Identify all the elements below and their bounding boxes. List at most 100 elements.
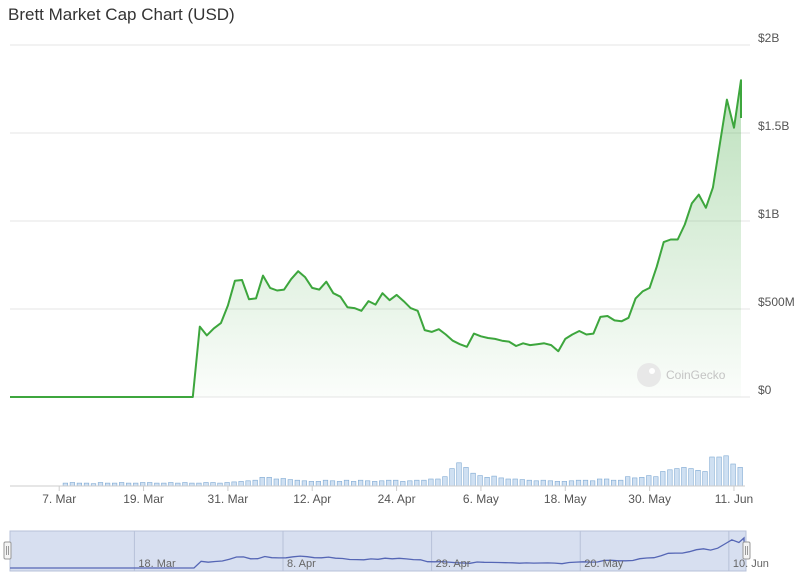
volume-bar <box>421 479 427 487</box>
navigator-selection[interactable] <box>9 530 747 572</box>
volume-bar <box>582 479 589 487</box>
volume-bar <box>322 479 329 487</box>
watermark-text: CoinGecko <box>666 368 726 382</box>
volume-bar <box>695 469 701 487</box>
volume-bar <box>667 469 673 487</box>
market-cap-line[interactable] <box>10 79 742 398</box>
chart-title: Brett Market Cap Chart (USD) <box>8 5 235 24</box>
volume-bar <box>294 479 300 487</box>
volume-bar <box>674 468 680 487</box>
volume-bar <box>350 481 357 487</box>
x-tick-label: 24. Apr <box>378 492 416 506</box>
volume-bar <box>364 480 371 487</box>
volume-bar <box>407 480 413 487</box>
volume-bar <box>280 478 286 487</box>
volume-bar <box>266 476 272 487</box>
volume-bar <box>702 471 708 487</box>
navigator-gridlines <box>133 531 730 571</box>
volume-bar <box>252 479 258 487</box>
volume-bar <box>329 480 336 487</box>
volume-bar <box>737 467 743 487</box>
volume-bar <box>343 479 350 487</box>
y-tick-label: $0 <box>758 383 772 397</box>
market-cap-area <box>10 80 741 397</box>
volume-bar <box>491 475 497 487</box>
volume-bar <box>69 482 75 487</box>
x-tick-label: 6. May <box>463 492 499 506</box>
volume-bar <box>273 478 279 487</box>
volume-bar <box>526 479 532 487</box>
range-navigator[interactable]: 18. Mar 8. Apr 29. Apr 20. May 10. Jun <box>3 530 769 572</box>
volume-bar <box>140 482 146 487</box>
volume-bar <box>203 482 209 487</box>
volume-bar <box>681 467 687 487</box>
volume-bar <box>723 455 729 487</box>
y-tick-label: $1B <box>758 207 779 221</box>
volume-bar <box>568 480 575 487</box>
navigator-tick-label: 20. May <box>584 558 624 570</box>
navigator-tick-label: 8. Apr <box>287 558 316 570</box>
y-tick-label: $1.5B <box>758 119 789 133</box>
volume-bar <box>540 479 546 487</box>
volume-bar <box>147 482 153 487</box>
volume-bar <box>245 480 251 487</box>
x-tick-label: 18. May <box>544 492 587 506</box>
volume-bar <box>414 479 420 487</box>
volume-bar <box>393 479 399 487</box>
x-tick-label: 7. Mar <box>42 492 76 506</box>
volume-bar <box>357 479 364 487</box>
volume-bar <box>400 481 406 487</box>
volume-bar <box>435 478 441 487</box>
x-tick-label: 19. Mar <box>123 492 164 506</box>
navigator-left-handle[interactable] <box>3 541 12 560</box>
volume-bar <box>730 463 736 487</box>
volume-bar <box>533 480 539 487</box>
volume-bar <box>336 481 343 487</box>
y-axis-labels: $0 $500M $1B $1.5B $2B <box>758 31 795 397</box>
volume-bar <box>259 476 265 487</box>
volume-bar <box>589 480 596 487</box>
volume-bar <box>463 467 469 487</box>
volume-bars <box>62 455 743 487</box>
volume-bar <box>315 481 322 487</box>
volume-bar <box>168 482 174 487</box>
volume-bar <box>449 468 455 487</box>
volume-bar <box>547 480 553 487</box>
volume-bar <box>224 482 230 487</box>
volume-bar <box>625 476 631 487</box>
volume-bar <box>505 478 511 487</box>
navigator-right-handle[interactable] <box>742 541 751 560</box>
volume-bar <box>428 478 434 487</box>
volume-bar <box>610 479 617 487</box>
volume-bar <box>301 480 308 487</box>
x-tick-label: 30. May <box>628 492 671 506</box>
volume-bar <box>477 475 483 487</box>
volume-bar <box>238 481 244 487</box>
volume-bar <box>716 456 722 487</box>
volume-bar <box>308 481 315 487</box>
y-tick-label: $2B <box>758 31 779 45</box>
volume-bar <box>660 471 666 487</box>
volume-bar <box>484 476 490 487</box>
volume-bar <box>182 482 188 487</box>
navigator-tick-label: 29. Apr <box>436 558 471 570</box>
volume-bar <box>470 472 476 487</box>
volume-bar <box>561 481 567 487</box>
volume-bar <box>372 481 378 487</box>
volume-bar <box>512 478 518 487</box>
volume-bar <box>287 479 293 487</box>
volume-bar <box>653 476 659 487</box>
gecko-logo-icon <box>637 363 661 387</box>
volume-bar <box>646 475 652 487</box>
volume-bar <box>210 482 216 487</box>
navigator-line <box>10 536 745 569</box>
x-tick-label: 31. Mar <box>208 492 249 506</box>
y-tick-label: $500M <box>758 295 795 309</box>
volume-bar <box>456 462 462 487</box>
volume-bar <box>575 479 582 487</box>
volume-bar <box>386 479 392 487</box>
volume-bar <box>632 477 638 487</box>
volume-bar <box>618 479 624 487</box>
volume-bar <box>498 477 504 487</box>
